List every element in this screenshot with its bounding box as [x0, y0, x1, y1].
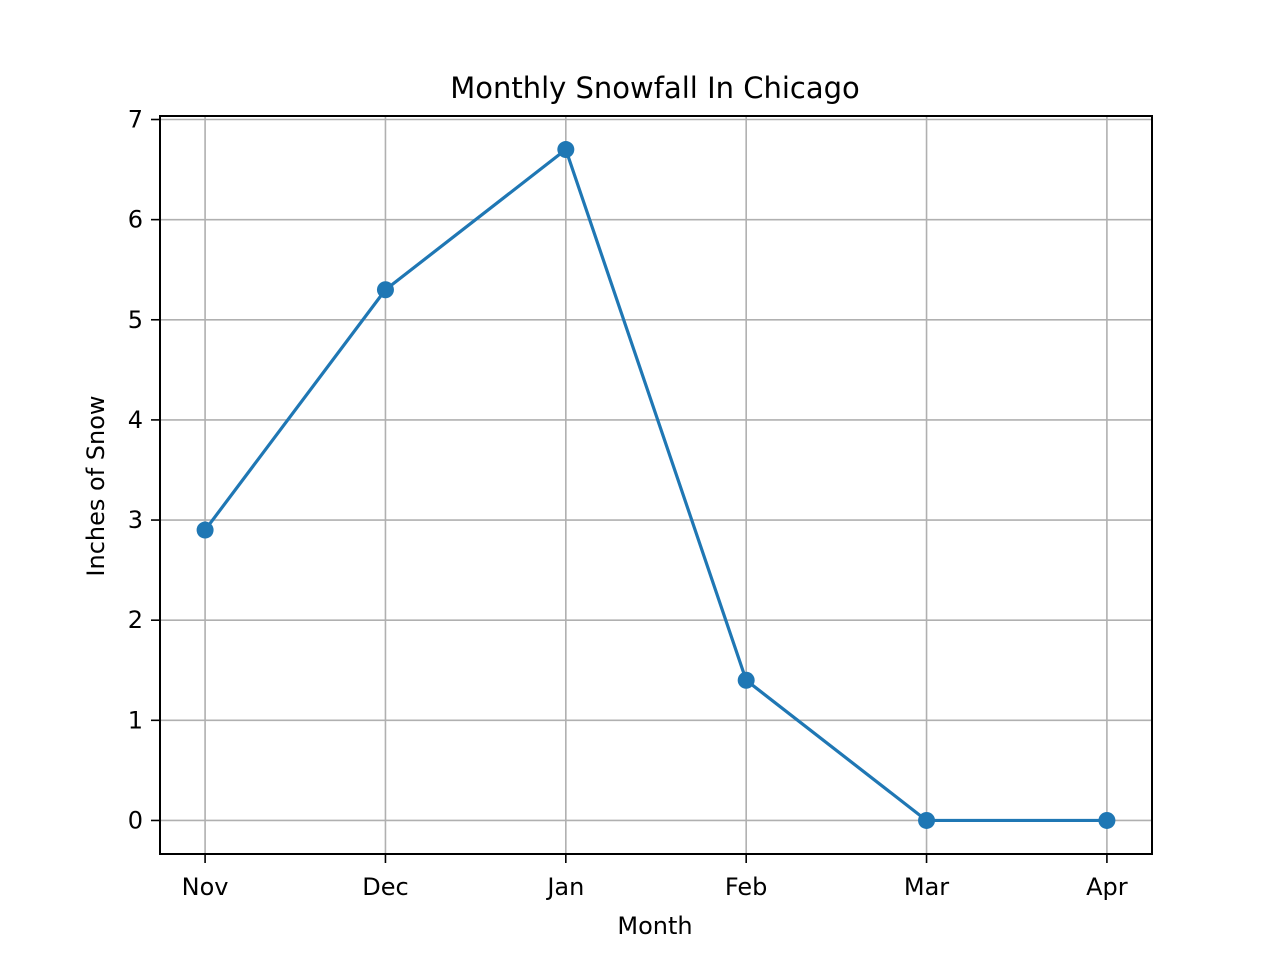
x-tick-label: Feb [725, 873, 768, 901]
data-point [737, 671, 755, 689]
y-tick-label: 7 [128, 106, 143, 134]
data-point [196, 521, 214, 539]
y-tick-label: 6 [128, 206, 143, 234]
data-point [1098, 811, 1116, 829]
x-tick-label: Dec [362, 873, 408, 901]
data-series [196, 141, 1116, 829]
y-tick-label: 0 [128, 806, 143, 834]
y-tick-label: 4 [128, 406, 143, 434]
y-tick-label: 5 [128, 306, 143, 334]
y-tick-label: 3 [128, 506, 143, 534]
y-tick-label: 2 [128, 606, 143, 634]
y-tick-label: 1 [128, 706, 143, 734]
x-tick-label: Apr [1086, 873, 1128, 901]
axis-ticks [151, 118, 1108, 863]
tick-labels: 0 1 2 3 4 5 6 7 Nov Dec Jan Feb Mar Apr [128, 106, 1128, 901]
x-tick-label: Jan [545, 873, 584, 901]
data-point [376, 281, 394, 299]
x-axis-title: Month [617, 912, 692, 940]
chart-title: Monthly Snowfall In Chicago [450, 71, 860, 105]
data-point [557, 141, 575, 159]
series-line [203, 147, 1109, 823]
plot-frame [159, 115, 1153, 855]
grid [160, 116, 1152, 854]
x-tick-label: Mar [904, 873, 949, 901]
data-point [918, 811, 936, 829]
y-axis-title: Inches of Snow [82, 395, 110, 576]
x-tick-label: Nov [182, 873, 229, 901]
